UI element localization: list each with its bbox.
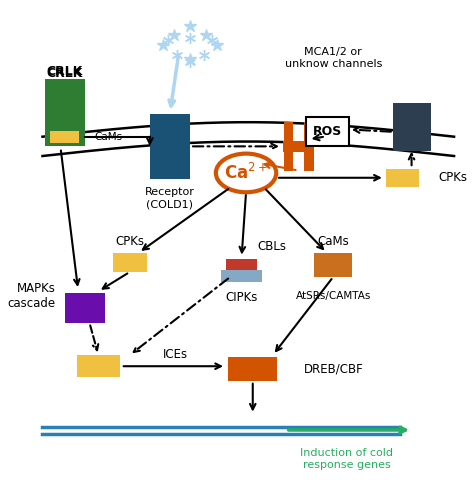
FancyBboxPatch shape [150,114,190,179]
Text: DREB/CBF: DREB/CBF [304,362,364,375]
FancyBboxPatch shape [50,131,80,143]
Text: CaMs: CaMs [94,132,122,142]
Ellipse shape [216,154,276,192]
FancyBboxPatch shape [65,293,105,304]
FancyBboxPatch shape [306,117,349,146]
Text: RBOHD: RBOHD [389,95,434,105]
FancyBboxPatch shape [221,270,262,282]
Text: CBLs: CBLs [257,240,286,253]
Text: CIPKs: CIPKs [225,291,258,304]
Text: CPKs: CPKs [438,171,467,184]
Text: Ca$^{2+}$: Ca$^{2+}$ [224,163,268,183]
FancyBboxPatch shape [226,260,257,270]
FancyBboxPatch shape [77,355,119,377]
Text: CRLK: CRLK [46,65,83,78]
Text: AtSRs/CAMTAs: AtSRs/CAMTAs [296,291,371,301]
Text: Induction of cold
response genes: Induction of cold response genes [300,449,393,470]
FancyBboxPatch shape [228,357,277,381]
FancyBboxPatch shape [392,103,430,151]
FancyBboxPatch shape [65,303,105,313]
FancyBboxPatch shape [113,253,146,272]
FancyBboxPatch shape [65,312,105,323]
Text: CRLK: CRLK [46,68,83,80]
Text: MAPKs
cascade: MAPKs cascade [8,282,56,310]
FancyBboxPatch shape [314,253,352,277]
Text: ICEs: ICEs [163,347,188,361]
Text: CPKs: CPKs [115,235,144,248]
FancyBboxPatch shape [283,122,293,171]
FancyBboxPatch shape [386,169,419,187]
Text: MCA1/2 or
unknow channels: MCA1/2 or unknow channels [284,47,382,69]
Text: CaMs: CaMs [318,235,349,248]
FancyBboxPatch shape [45,79,85,146]
Text: ROS: ROS [313,125,342,139]
FancyBboxPatch shape [283,141,313,152]
FancyBboxPatch shape [304,122,314,171]
Text: Receptor
(COLD1): Receptor (COLD1) [145,188,195,209]
